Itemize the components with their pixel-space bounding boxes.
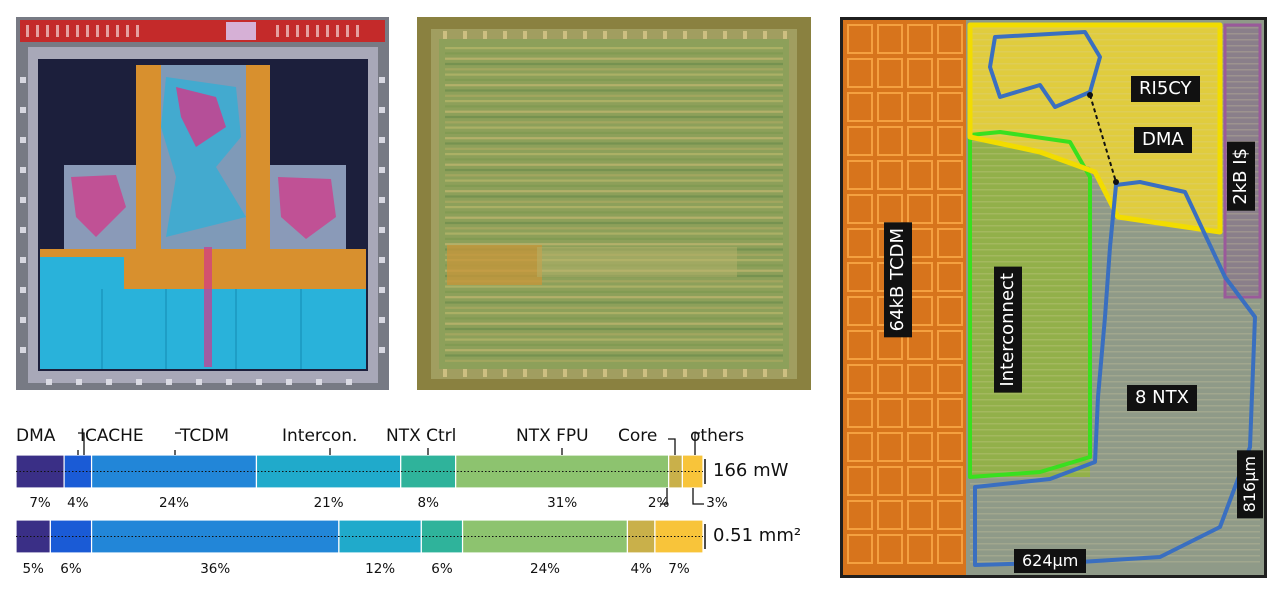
segment-value-label: 24% [529, 561, 560, 577]
bar-total-label: 0.51 mm² [713, 525, 802, 546]
others-leader-line [694, 432, 700, 455]
segment-value-label: 31% [547, 495, 578, 511]
core-pct-leader [660, 488, 668, 505]
bar-segment-1-4 [420, 519, 464, 554]
segment-value-label: 24% [158, 495, 190, 511]
breakdown-bars [15, 432, 706, 554]
width-dimension-label: 624µm [1014, 549, 1087, 573]
segment-value-label: 2% [647, 495, 670, 511]
category-label: TCDM [180, 426, 230, 446]
bar-segment-1-1 [49, 519, 93, 554]
power-area-breakdown-chart: DMA ICACHE TCDM Intercon. NTX Ctrl NTX FPU Cor… [0, 420, 830, 597]
category-label: NTX Ctrl [386, 426, 457, 446]
segment-value-label: 3% [706, 495, 728, 511]
category-label: DMA [16, 426, 56, 446]
icache-leader-line [78, 432, 85, 455]
category-label: ICACHE [80, 426, 144, 446]
floorplan-image: RI5CY DMA 2kB I$ 64kB TCDM Interconnect … [840, 17, 1267, 578]
height-dimension-label: 816µm [1237, 450, 1263, 519]
bar-total-label: 166 mW [713, 460, 789, 481]
chip-layout-image [16, 17, 389, 390]
ntx-label: 8 NTX [1127, 385, 1197, 411]
segment-value-label: 4% [67, 495, 89, 511]
layout-drawing [16, 17, 389, 390]
icache-label: 2kB I$ [1227, 142, 1255, 211]
die-photo-image [417, 17, 811, 390]
tcdm-label: 64kB TCDM [884, 222, 912, 338]
floorplan-drawing [843, 20, 1264, 575]
interconnect-label: Interconnect [994, 267, 1022, 393]
segment-value-label: 36% [200, 561, 231, 577]
die-photo-drawing [417, 17, 811, 390]
segment-value-label: 21% [313, 495, 344, 511]
segment-value-label: 5% [22, 561, 44, 577]
category-label: Intercon. [282, 426, 358, 446]
segment-value-label: 7% [29, 495, 51, 511]
others-pct-leader [692, 488, 704, 505]
dma-label: DMA [1134, 127, 1192, 153]
segment-value-label: 7% [668, 561, 690, 577]
category-label: others [690, 426, 745, 446]
segment-value-label: 12% [365, 561, 396, 577]
core-leader-line [668, 438, 676, 455]
segment-value-label: 4% [630, 561, 652, 577]
segment-value-label: 6% [431, 561, 453, 577]
segment-value-label: 6% [60, 561, 82, 577]
segment-value-label: 8% [417, 495, 439, 511]
category-label: Core [618, 426, 658, 446]
ri5cy-label: RI5CY [1131, 76, 1200, 102]
category-label: NTX FPU [516, 426, 589, 446]
